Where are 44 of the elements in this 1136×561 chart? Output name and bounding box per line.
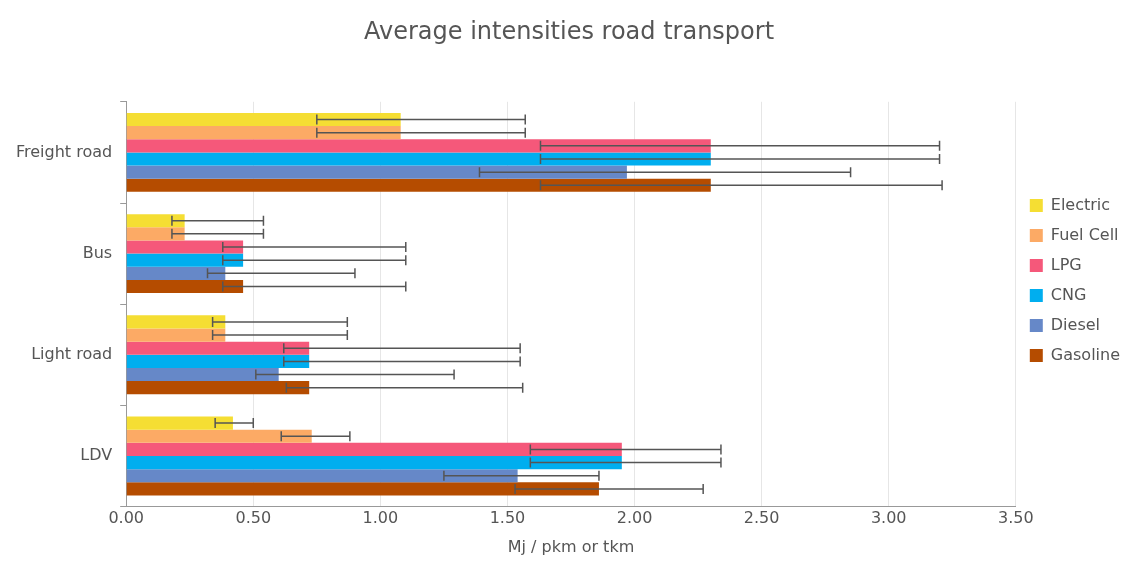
bar xyxy=(126,482,599,496)
legend-label: Gasoline xyxy=(1050,344,1120,364)
bar xyxy=(126,416,233,430)
x-tick-label: 3.00 xyxy=(870,508,907,528)
x-tick-label: 2.00 xyxy=(616,508,653,528)
legend-label: Electric xyxy=(1050,194,1111,214)
legend-label: LPG xyxy=(1050,254,1082,274)
bar xyxy=(126,139,711,153)
x-tick-label: 0.50 xyxy=(235,508,272,528)
bar xyxy=(126,152,711,166)
legend-label: Fuel Cell xyxy=(1050,224,1119,244)
bar xyxy=(126,469,518,483)
bar xyxy=(126,367,279,382)
bar xyxy=(126,381,310,395)
bar xyxy=(126,240,244,254)
bar xyxy=(126,214,185,228)
bar xyxy=(126,341,310,355)
bar xyxy=(126,456,622,470)
chart-title: Average intensities road transport xyxy=(363,16,775,45)
x-tick-label: 2.50 xyxy=(743,508,780,528)
bar xyxy=(126,165,627,179)
bar xyxy=(126,266,226,280)
bar xyxy=(126,279,244,294)
bar xyxy=(126,328,226,342)
y-tick-label: LDV xyxy=(80,445,113,465)
bar xyxy=(126,429,312,443)
bar xyxy=(126,227,185,241)
y-tick-label: Freight road xyxy=(16,141,113,161)
bar xyxy=(126,253,244,267)
bar xyxy=(126,178,711,192)
x-tick-label: 1.00 xyxy=(362,508,399,528)
bar xyxy=(126,112,401,127)
bar xyxy=(126,354,310,368)
x-axis-title: Mj / pkm or tkm xyxy=(507,536,635,556)
x-tick-label: 1.50 xyxy=(489,508,526,528)
y-tick-label: Light road xyxy=(31,343,113,363)
bar xyxy=(126,315,226,329)
x-tick-label: 3.50 xyxy=(997,508,1034,528)
legend-label: Diesel xyxy=(1050,314,1101,334)
legend-label: CNG xyxy=(1050,284,1087,304)
bar xyxy=(126,126,401,140)
y-tick-label: Bus xyxy=(82,242,113,262)
x-tick-label: 0.00 xyxy=(108,508,144,528)
bar xyxy=(126,442,622,456)
